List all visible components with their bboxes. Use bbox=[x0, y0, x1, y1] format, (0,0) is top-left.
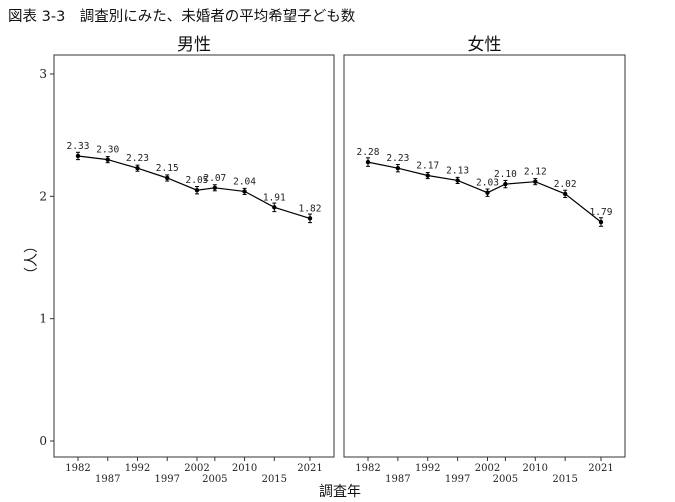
x-tick-label: 2005 bbox=[493, 474, 518, 485]
data-point bbox=[503, 181, 508, 187]
y-tick-label: 1 bbox=[39, 312, 47, 326]
x-tick-label: 2021 bbox=[297, 463, 322, 474]
data-label: 2.30 bbox=[96, 145, 119, 156]
data-point bbox=[194, 188, 200, 193]
y-axis-title: （人） bbox=[24, 239, 40, 281]
data-point bbox=[365, 159, 371, 165]
data-label: 2.05 bbox=[186, 175, 209, 186]
x-tick-label: 1997 bbox=[155, 474, 180, 485]
data-point bbox=[105, 157, 110, 162]
data-point bbox=[165, 175, 170, 181]
data-label: 2.02 bbox=[554, 179, 577, 190]
x-tick-label: 1982 bbox=[65, 463, 90, 474]
data-label: 2.04 bbox=[233, 176, 256, 187]
data-label: 1.82 bbox=[299, 203, 322, 214]
data-point bbox=[425, 173, 430, 178]
x-tick-label: 2002 bbox=[475, 463, 500, 474]
x-tick-label: 1992 bbox=[415, 463, 440, 474]
facet-title: 男性 bbox=[177, 35, 211, 55]
x-axis-title: 調査年 bbox=[319, 484, 361, 500]
data-point bbox=[485, 190, 490, 195]
data-point bbox=[562, 191, 568, 197]
data-point bbox=[242, 189, 247, 194]
data-point bbox=[135, 165, 140, 171]
x-tick-label: 1992 bbox=[125, 463, 150, 474]
data-label: 1.79 bbox=[590, 207, 613, 218]
data-label: 2.13 bbox=[446, 165, 469, 176]
data-point bbox=[75, 153, 81, 159]
figure-title: 図表 3-3 調査別にみた、未婚者の平均希望子ども数 bbox=[8, 9, 356, 25]
x-tick-label: 2021 bbox=[588, 463, 613, 474]
data-label: 2.17 bbox=[416, 161, 439, 172]
data-point bbox=[533, 179, 538, 184]
data-point bbox=[455, 178, 460, 183]
x-tick-label: 2002 bbox=[184, 463, 209, 474]
x-tick-label: 2010 bbox=[232, 463, 257, 474]
data-point bbox=[212, 185, 218, 190]
x-tick-label: 2005 bbox=[202, 474, 227, 485]
data-label: 2.07 bbox=[203, 173, 226, 184]
panel-frame bbox=[343, 54, 626, 458]
x-tick-label: 1987 bbox=[95, 474, 120, 485]
x-tick-label: 2010 bbox=[523, 463, 548, 474]
data-label: 2.23 bbox=[386, 153, 409, 164]
x-tick-label: 1982 bbox=[355, 463, 380, 474]
x-tick-label: 1997 bbox=[445, 474, 470, 485]
x-tick-label: 1987 bbox=[385, 474, 410, 485]
data-label: 2.12 bbox=[524, 167, 547, 178]
y-tick-label: 3 bbox=[39, 67, 47, 81]
x-tick-label: 2015 bbox=[552, 474, 577, 485]
data-point bbox=[307, 216, 313, 221]
chart-panels: 男性01231982198719921997200220052010201520… bbox=[39, 35, 626, 485]
data-point bbox=[395, 165, 401, 171]
data-label: 2.33 bbox=[67, 141, 90, 152]
data-label: 2.10 bbox=[494, 169, 517, 180]
data-label: 2.15 bbox=[156, 163, 179, 174]
data-point bbox=[272, 205, 277, 210]
x-tick-label: 2015 bbox=[262, 474, 287, 485]
facet-title: 女性 bbox=[468, 35, 502, 55]
y-tick-label: 0 bbox=[39, 434, 47, 448]
data-label: 2.28 bbox=[357, 147, 380, 158]
data-point bbox=[598, 219, 604, 225]
panel-frame bbox=[53, 54, 335, 458]
data-label: 1.91 bbox=[263, 192, 286, 203]
y-tick-label: 2 bbox=[39, 189, 47, 203]
data-label: 2.23 bbox=[126, 153, 149, 164]
data-label: 2.03 bbox=[476, 178, 499, 189]
